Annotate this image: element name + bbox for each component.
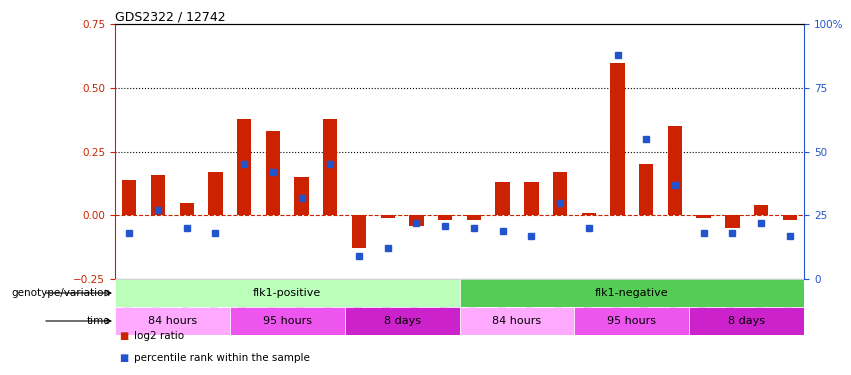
Text: percentile rank within the sample: percentile rank within the sample: [134, 353, 311, 363]
Bar: [754, 205, 768, 215]
Bar: [574, 307, 689, 335]
Bar: [266, 131, 280, 215]
Bar: [180, 202, 194, 215]
Bar: [610, 63, 625, 215]
Bar: [783, 215, 797, 220]
Text: flk1-positive: flk1-positive: [253, 288, 322, 298]
Bar: [122, 180, 136, 215]
Bar: [237, 118, 251, 215]
Text: 95 hours: 95 hours: [263, 316, 311, 326]
Bar: [524, 182, 539, 215]
Bar: [409, 215, 424, 225]
Bar: [345, 307, 460, 335]
Text: log2 ratio: log2 ratio: [134, 331, 185, 340]
Bar: [151, 175, 165, 215]
Text: ■: ■: [119, 353, 129, 363]
Bar: [466, 215, 481, 220]
Bar: [294, 177, 309, 215]
Bar: [380, 215, 395, 218]
Text: 8 days: 8 days: [384, 316, 420, 326]
Bar: [351, 215, 366, 249]
Text: flk1-negative: flk1-negative: [595, 288, 669, 298]
Bar: [725, 215, 740, 228]
Text: 8 days: 8 days: [728, 316, 765, 326]
Bar: [696, 215, 711, 218]
Text: GDS2322 / 12742: GDS2322 / 12742: [115, 10, 226, 23]
Text: time: time: [87, 316, 111, 326]
Text: 84 hours: 84 hours: [493, 316, 541, 326]
Bar: [115, 307, 230, 335]
Bar: [460, 279, 804, 307]
Text: 84 hours: 84 hours: [148, 316, 197, 326]
Bar: [438, 215, 453, 220]
Bar: [495, 182, 510, 215]
Bar: [460, 307, 574, 335]
Bar: [208, 172, 223, 215]
Bar: [639, 164, 654, 215]
Text: 95 hours: 95 hours: [608, 316, 656, 326]
Bar: [581, 213, 596, 215]
Bar: [553, 172, 568, 215]
Bar: [323, 118, 338, 215]
Bar: [689, 307, 804, 335]
Text: ■: ■: [119, 331, 129, 340]
Bar: [230, 307, 345, 335]
Bar: [668, 126, 683, 215]
Bar: [115, 279, 460, 307]
Text: genotype/variation: genotype/variation: [12, 288, 111, 298]
